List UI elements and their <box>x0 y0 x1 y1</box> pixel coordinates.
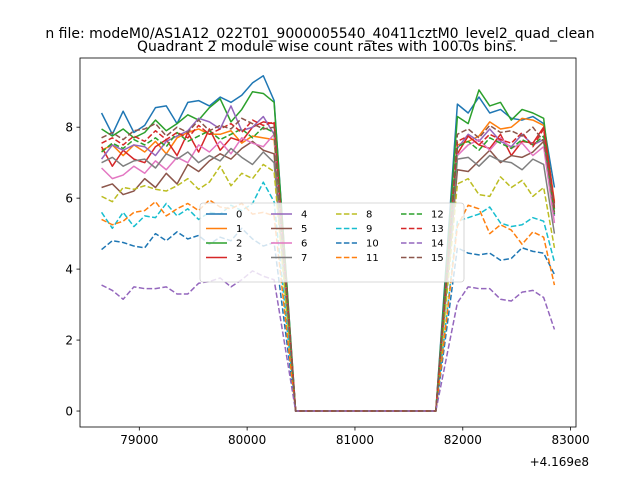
chart-title: Quadrant 2 module wise count rates with … <box>137 39 517 55</box>
series-line-8 <box>101 163 556 412</box>
y-tick-label: 8 <box>65 121 73 135</box>
legend-label-1: 1 <box>236 224 242 235</box>
legend-label-7: 7 <box>301 253 307 264</box>
legend-box <box>199 202 465 283</box>
plot-frame <box>79 57 577 428</box>
x-offset-label: +4.169e8 <box>530 455 589 469</box>
y-tick-label: 2 <box>65 334 73 348</box>
legend-label-2: 2 <box>236 239 242 250</box>
x-tick-label: 82000 <box>444 433 482 447</box>
legend-label-12: 12 <box>431 210 444 221</box>
figure-suptitle: n file: modeM0/AS1A12_022T01_9000005540_… <box>45 26 594 42</box>
series-line-7 <box>101 147 556 412</box>
series-line-0 <box>100 74 556 412</box>
legend-label-9: 9 <box>366 224 372 235</box>
series-line-2 <box>101 89 556 412</box>
legend-label-3: 3 <box>236 253 242 264</box>
legend-label-11: 11 <box>366 253 379 264</box>
legend-label-6: 6 <box>301 239 307 250</box>
axes: 79000 80000 81000 82000 83000 0 2 4 6 8 <box>65 57 590 447</box>
legend-label-0: 0 <box>236 210 242 221</box>
series-line-15 <box>101 117 556 412</box>
y-tick-label: 4 <box>65 263 73 277</box>
legend-label-4: 4 <box>301 210 307 221</box>
legend-label-13: 13 <box>431 224 444 235</box>
x-tick-label: 83000 <box>552 433 590 447</box>
x-tick-label: 81000 <box>336 433 374 447</box>
series-line-13 <box>101 119 556 412</box>
legend-label-5: 5 <box>301 224 307 235</box>
series-line-5 <box>101 140 556 412</box>
series-line-12 <box>101 126 556 412</box>
y-tick-label: 6 <box>65 192 73 206</box>
legend-label-15: 15 <box>431 253 444 264</box>
y-tick-label: 0 <box>65 405 73 419</box>
x-tick-label: 79000 <box>120 433 158 447</box>
legend-label-10: 10 <box>366 239 379 250</box>
legend-label-14: 14 <box>431 239 444 250</box>
series-line-4 <box>100 105 556 412</box>
series-line-1 <box>101 117 556 412</box>
x-tick-label: 80000 <box>228 433 266 447</box>
series-line-14 <box>101 270 556 412</box>
legend-label-8: 8 <box>366 210 372 221</box>
